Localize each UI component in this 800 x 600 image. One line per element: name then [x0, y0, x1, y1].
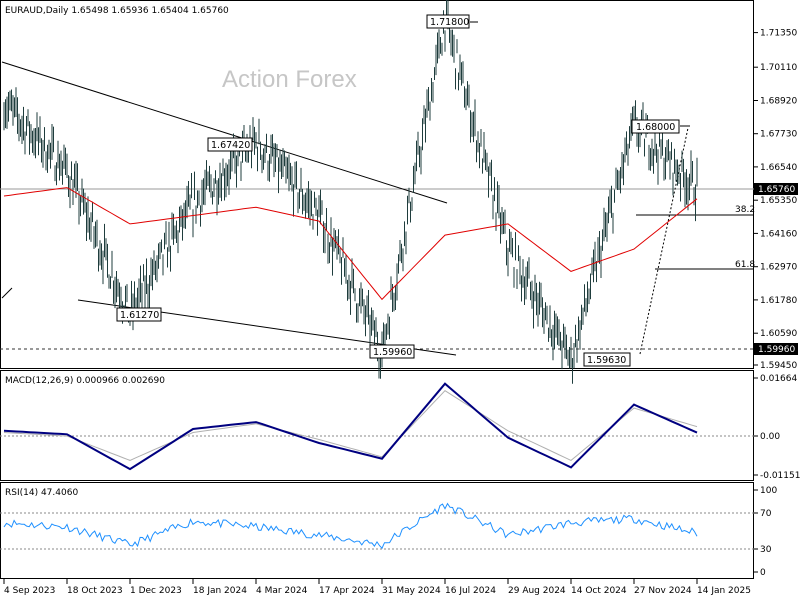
annot-1-59630: 1.59630: [583, 352, 631, 367]
left-stub-line: [1, 287, 13, 299]
price-tick-label: 1.62970: [760, 263, 797, 273]
watermark: Action Forex: [222, 66, 357, 93]
price-axis: 1.71350 1.70110 1.68920 1.67730 1.66540 1.653…: [754, 29, 797, 371]
time-tick-label: 1 Dec 2023: [130, 586, 182, 596]
price-tick-label: 1.70110: [760, 63, 797, 73]
rsi-tick-70: 70: [760, 509, 772, 519]
price-tick-label: 1.61780: [760, 296, 797, 306]
price-tick-label: 1.68920: [760, 97, 797, 107]
macd-signal-line: [3, 390, 698, 461]
time-tick-label: 4 Mar 2024: [256, 586, 308, 596]
rsi-line: [3, 502, 698, 550]
annot-1-61270: 1.61270: [116, 307, 162, 322]
fib-62-label: 61.8: [735, 260, 755, 270]
macd-axis: 0.01664 0.00 -0.011515: [754, 374, 800, 481]
time-tick-label: 18 Oct 2023: [67, 586, 123, 596]
fib-38-label: 38.2: [735, 205, 755, 215]
annot-1-71800-text: 1.71800: [430, 17, 469, 28]
annot-1-67420: 1.67420: [207, 137, 253, 152]
price-tick-label: 1.59450: [760, 361, 797, 371]
time-tick-label: 17 Apr 2024: [319, 586, 375, 596]
annot-1-67420-text: 1.67420: [211, 140, 250, 151]
rsi-axis: 100 70 30 0: [754, 486, 777, 578]
rsi-panel-frame: [0, 482, 754, 579]
rsi-tick-0: 0: [760, 568, 766, 578]
current-price-tag: 1.65760: [754, 183, 798, 195]
annot-1-59630-text: 1.59630: [587, 355, 626, 366]
upper-trendline: [1, 61, 448, 204]
price-tick-label: 1.71350: [760, 29, 797, 39]
price-tick-label: 1.65350: [760, 196, 797, 206]
price-bars: [3, 0, 698, 384]
price-tick-label: 1.67730: [760, 130, 797, 140]
macd-panel-frame: [0, 370, 754, 481]
time-tick-label: 27 Nov 2024: [634, 586, 692, 596]
annot-1-61270-text: 1.61270: [120, 310, 159, 321]
annot-1-68000: 1.68000: [631, 119, 680, 134]
time-tick-label: 14 Oct 2024: [571, 586, 627, 596]
time-axis: 4 Sep 2023 18 Oct 2023 1 Dec 2023 18 Jan 20…: [3, 579, 751, 596]
current-price-tag-text: 1.65760: [758, 185, 795, 195]
price-tick-label: 1.64160: [760, 229, 797, 239]
annot-1-68000-text: 1.68000: [636, 122, 675, 133]
rsi-header: RSI(14) 47.4060: [5, 488, 78, 498]
rsi-tick-100: 100: [760, 486, 777, 496]
time-tick-label: 4 Sep 2023: [4, 586, 55, 596]
macd-tick-top: 0.01664: [760, 374, 797, 384]
macd-header: MACD(12,26,9) 0.000966 0.002690: [5, 376, 165, 386]
macd-tick-zero: 0.00: [760, 432, 780, 442]
time-tick-label: 31 May 2024: [382, 586, 441, 596]
time-tick-label: 29 Aug 2024: [508, 586, 566, 596]
time-tick-label: 18 Jan 2024: [193, 586, 247, 596]
price-tick-label: 1.66540: [760, 163, 797, 173]
time-tick-label: 14 Jan 2025: [697, 586, 751, 596]
price-tick-label: 1.60590: [760, 329, 797, 339]
macd-tick-bottom: -0.011515: [760, 471, 800, 481]
annot-1-59960: 1.59960: [369, 344, 415, 359]
support-price-tag: 1.59960: [754, 343, 798, 355]
rsi-tick-30: 30: [760, 545, 772, 555]
price-header: EURAUD,Daily 1.65498 1.65936 1.65404 1.6…: [5, 6, 229, 16]
macd-line: [3, 382, 698, 471]
rally-dotted: [639, 127, 689, 355]
moving-average-line: [3, 187, 698, 301]
time-tick-label: 16 Jul 2024: [445, 586, 496, 596]
support-price-tag-text: 1.59960: [758, 345, 795, 355]
annot-1-71800: 1.71800: [426, 14, 470, 29]
annot-1-59960-text: 1.59960: [373, 347, 412, 358]
price-panel-frame: [0, 0, 754, 369]
